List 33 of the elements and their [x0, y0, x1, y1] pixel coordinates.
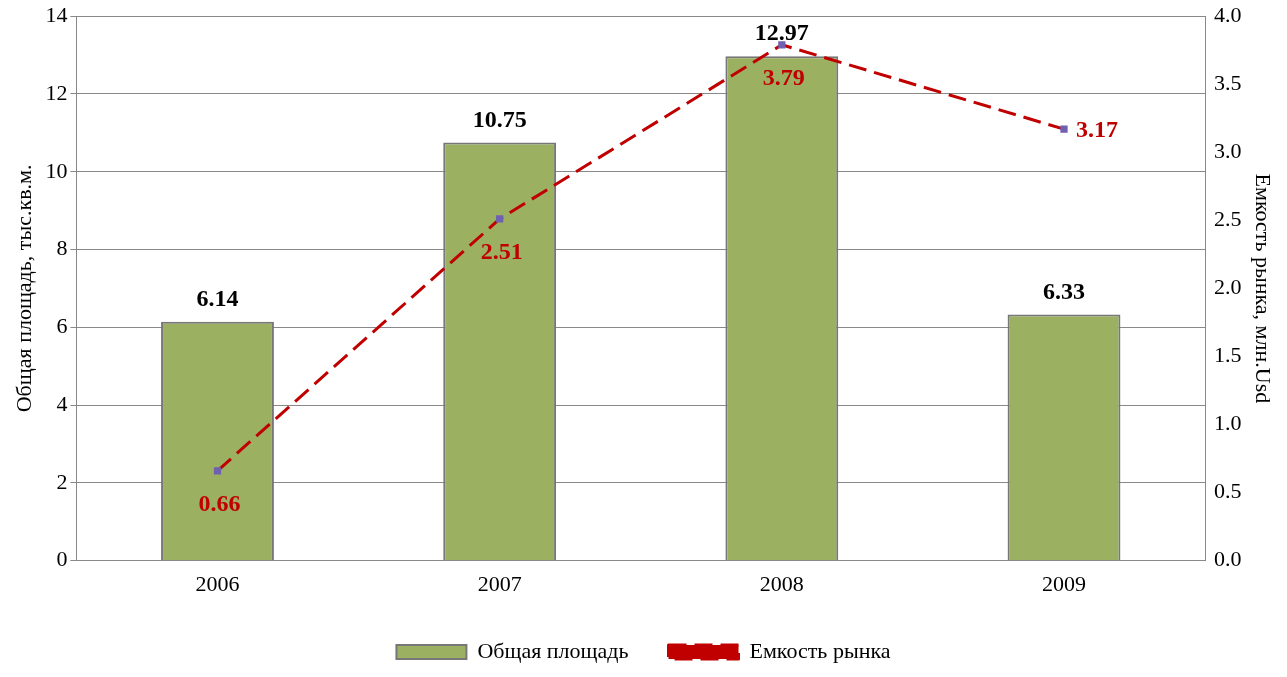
y2-tick-label: 1.0 [1214, 410, 1242, 436]
x-tick-label: 2007 [477, 570, 522, 596]
data-label: 0.66 [198, 489, 241, 516]
y-tick-label: 2 [56, 468, 68, 494]
y2-tick-label: 0.0 [1214, 546, 1242, 572]
y2-tick-label: 3.5 [1214, 70, 1242, 96]
y-tick-label: 14 [45, 1, 68, 27]
data-label: 6.33 [1043, 277, 1086, 304]
y2-tick-label: 2.0 [1214, 274, 1242, 300]
y2-tick-label: 0.5 [1214, 478, 1242, 504]
data-label: 12.97 [754, 19, 809, 46]
y2-tick-label: 1.5 [1214, 342, 1242, 368]
y2-tick-label: 2.5 [1214, 206, 1242, 232]
y-tick-label: 8 [56, 235, 68, 261]
y-tick-label: 4 [56, 390, 68, 416]
legend-label: Общая площадь [477, 637, 629, 663]
y2-tick-label: 3.0 [1214, 138, 1242, 164]
y2-axis-title: Емкость рынка, млн.Usd [1251, 173, 1277, 404]
y2-tick-label: 4.0 [1214, 1, 1242, 27]
y-tick-label: 10 [45, 157, 68, 183]
data-label: 6.14 [196, 285, 239, 312]
x-tick-label: 2008 [759, 570, 804, 596]
data-label: 10.75 [472, 105, 527, 132]
y-tick-label: 12 [45, 79, 68, 105]
data-label: 3.79 [762, 63, 805, 90]
data-label: 3.17 [1076, 116, 1119, 143]
x-tick-label: 2006 [195, 570, 240, 596]
x-tick-label: 2009 [1042, 570, 1087, 596]
data-label: 2.51 [480, 238, 523, 265]
legend-label: Емкость рынка [749, 637, 891, 663]
y-axis-title: Общая площадь, тыс.кв.м. [10, 164, 36, 413]
y-tick-label: 6 [56, 313, 68, 339]
y-tick-label: 0 [56, 546, 68, 572]
